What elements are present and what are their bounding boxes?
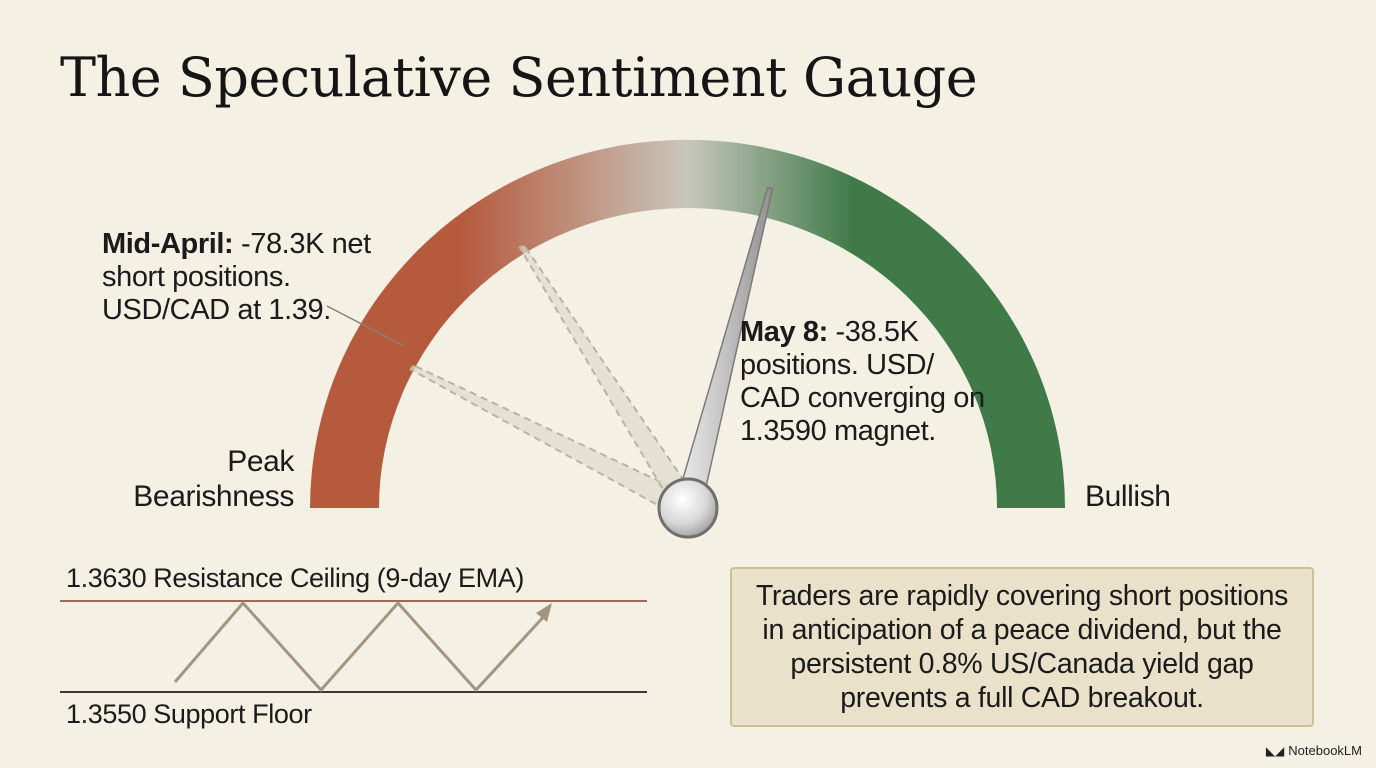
previous-needle-positions bbox=[409, 243, 700, 521]
may-8-text: -38.5K positions. USD/ CAD converging on… bbox=[740, 316, 985, 447]
mid-april-label: Mid-April: bbox=[102, 228, 234, 260]
logo-text: NotebookLM bbox=[1288, 743, 1362, 758]
gauge-left-label: Peak Bearishness bbox=[133, 445, 294, 513]
may-8-label: May 8: bbox=[740, 316, 828, 348]
page-title: The Speculative Sentiment Gauge bbox=[60, 46, 978, 109]
notebooklm-icon: ◣◢ bbox=[1265, 743, 1285, 758]
price-direction-arrowhead bbox=[536, 603, 552, 622]
gauge-hub bbox=[657, 477, 719, 539]
gauge-arc bbox=[310, 139, 1065, 508]
summary-text: Traders are rapidly covering short posit… bbox=[755, 580, 1289, 714]
ghost-needle-1 bbox=[409, 363, 695, 521]
mid-april-annotation: Mid-April: -78.3K net short positions. U… bbox=[102, 228, 382, 327]
summary-callout: Traders are rapidly covering short posit… bbox=[730, 567, 1314, 727]
resistance-label: 1.3630 Resistance Ceiling (9-day EMA) bbox=[66, 563, 524, 593]
mid-april-leader-line bbox=[326, 305, 405, 347]
notebooklm-logo: ◣◢ NotebookLM bbox=[1266, 743, 1362, 758]
ghost-needle-2 bbox=[518, 243, 700, 516]
price-zigzag-path bbox=[173, 600, 550, 693]
support-label: 1.3550 Support Floor bbox=[66, 699, 312, 729]
may-8-annotation: May 8: -38.5K positions. USD/ CAD conver… bbox=[740, 316, 990, 448]
mid-april-text: -78.3K net short positions. USD/CAD at 1… bbox=[102, 228, 371, 326]
gauge-right-label: Bullish bbox=[1085, 480, 1171, 513]
